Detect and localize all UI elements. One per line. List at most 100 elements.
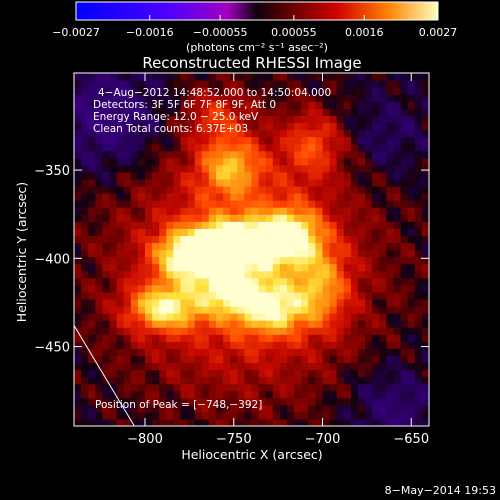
heatmap-cell [372, 101, 380, 109]
heatmap-cell [102, 164, 111, 173]
heatmap-cell [386, 94, 395, 102]
heatmap-cell [208, 129, 217, 138]
heatmap-cell [208, 178, 217, 187]
heatmap-cell [137, 171, 146, 180]
heatmap-cell [414, 362, 423, 371]
heatmap-cell [88, 143, 96, 152]
heatmap-cell [208, 390, 217, 399]
heatmap-cell [279, 157, 288, 166]
heatmap-cell [102, 87, 111, 95]
heatmap-cell [336, 369, 345, 378]
heatmap-cell [386, 157, 395, 166]
heatmap-cell [123, 214, 132, 222]
heatmap-cell [109, 369, 118, 378]
heatmap-cell [208, 214, 217, 222]
heatmap-cell [365, 355, 373, 364]
colorbar-unit-label: (photons cm⁻² s⁻¹ asec⁻²) [186, 41, 328, 54]
heatmap-cell [109, 277, 118, 286]
heatmap-cell [201, 101, 210, 109]
heatmap-cell [265, 298, 274, 307]
heatmap-cell [350, 87, 359, 95]
heatmap-cell [414, 108, 423, 116]
heatmap-cell [109, 327, 118, 335]
heatmap-cell [414, 355, 423, 364]
heatmap-cell [223, 143, 231, 152]
heatmap-cell [137, 256, 146, 265]
heatmap-cell [223, 291, 231, 300]
heatmap-cell [336, 101, 345, 109]
heatmap-cell [194, 411, 203, 420]
heatmap-cell [145, 171, 153, 180]
heatmap-cell [386, 305, 395, 314]
heatmap-cell [166, 334, 174, 342]
heatmap-cell [308, 221, 316, 229]
heatmap-cell [180, 87, 189, 95]
heatmap-cell [258, 108, 267, 116]
x-tick-label: −700 [305, 432, 341, 447]
heatmap-cell [393, 150, 402, 159]
heatmap-cell [145, 383, 153, 392]
heatmap-cell [187, 136, 196, 145]
heatmap-cell [152, 376, 160, 385]
heatmap-cell [315, 334, 324, 342]
heatmap-cell [421, 362, 429, 371]
heatmap-cell [421, 157, 429, 166]
heatmap-cell [372, 228, 380, 236]
heatmap-cell [145, 122, 153, 131]
heatmap-cell [187, 277, 196, 286]
heatmap-cell [287, 249, 295, 258]
heatmap-cell [102, 298, 111, 307]
heatmap-cell [74, 108, 82, 116]
heatmap-cell [386, 185, 395, 194]
heatmap-cell [173, 256, 182, 265]
heatmap-cell [223, 298, 231, 307]
heatmap-cell [365, 376, 373, 385]
heatmap-cell [223, 305, 231, 314]
heatmap-cell [223, 193, 231, 201]
heatmap-cell [145, 101, 153, 109]
heatmap-cell [216, 178, 224, 187]
heatmap-cell [208, 355, 217, 364]
heatmap-cell [81, 122, 89, 131]
heatmap-cell [287, 228, 295, 236]
heatmap-cell [74, 235, 82, 244]
heatmap-cell [216, 362, 224, 371]
heatmap-cell [152, 178, 160, 187]
heatmap-cell [216, 235, 224, 244]
heatmap-cell [208, 348, 217, 356]
heatmap-cell [223, 171, 231, 180]
heatmap-cell [137, 327, 146, 335]
heatmap-cell [279, 200, 288, 208]
heatmap-cell [180, 101, 189, 109]
heatmap-cell [244, 242, 253, 251]
heatmap-cell [379, 397, 387, 406]
heatmap-cell [187, 221, 196, 229]
heatmap-cell [315, 369, 324, 378]
heatmap-cell [230, 101, 238, 109]
heatmap-cell [265, 122, 274, 131]
heatmap-cell [223, 341, 231, 349]
heatmap-cell [88, 87, 96, 95]
heatmap-cell [379, 200, 387, 208]
heatmap-cell [279, 327, 288, 335]
heatmap-cell [230, 298, 238, 307]
heatmap-cell [180, 256, 189, 265]
heatmap-cell [116, 235, 125, 244]
heatmap-cell [244, 291, 253, 300]
colorbar-tick-label: 0.0016 [345, 26, 384, 39]
heatmap-cell [287, 171, 295, 180]
heatmap-cell [223, 101, 231, 109]
heatmap-cell [400, 369, 409, 378]
heatmap-cell [258, 164, 267, 173]
heatmap-cell [372, 334, 380, 342]
heatmap-cell [365, 298, 373, 307]
heatmap-cell [358, 404, 366, 413]
heatmap-cell [336, 129, 345, 138]
heatmap-cell [130, 291, 139, 300]
heatmap-cell [329, 136, 338, 145]
heatmap-cell [208, 369, 217, 378]
heatmap-cell [379, 291, 387, 300]
heatmap-cell [81, 397, 89, 406]
heatmap-cell [272, 263, 281, 272]
heatmap-cell [152, 355, 160, 364]
